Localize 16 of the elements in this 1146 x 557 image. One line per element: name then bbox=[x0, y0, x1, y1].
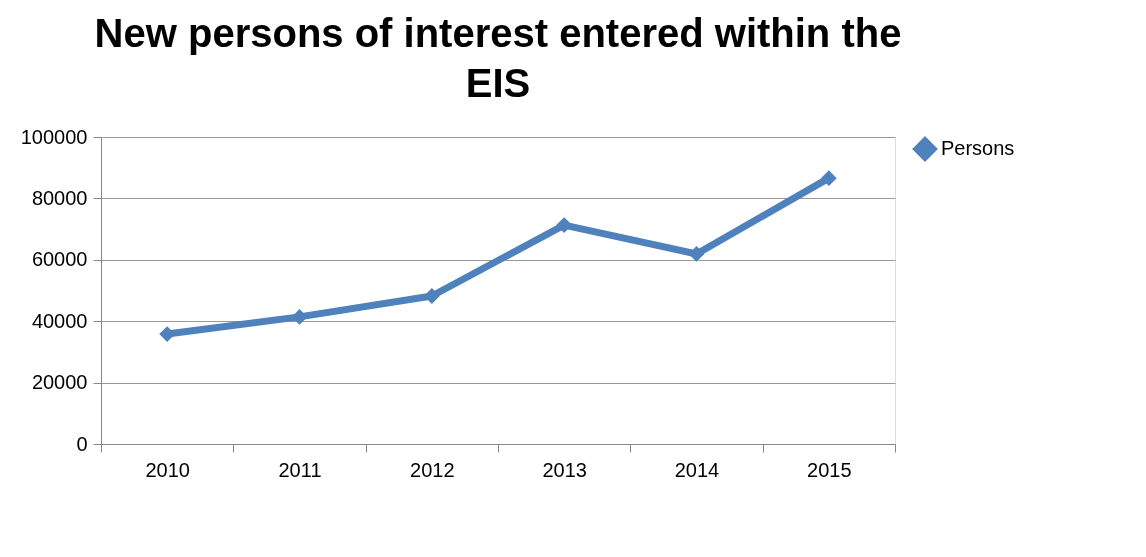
y-tick-label: 100000 bbox=[20, 125, 88, 148]
chart-title: New persons of interest entered within the EIS bbox=[94, 11, 902, 105]
point bbox=[688, 246, 705, 262]
y-tick-label: 0 bbox=[76, 432, 88, 455]
legend-label: Persons bbox=[941, 137, 1015, 159]
y-tick-label: 60000 bbox=[31, 248, 88, 271]
x-tick-label: 2014 bbox=[674, 458, 720, 481]
y-tick-label: 20000 bbox=[31, 371, 88, 394]
y-tick-label: 40000 bbox=[31, 309, 88, 332]
x-tick-label: 2013 bbox=[542, 458, 587, 481]
y-tick-label: 80000 bbox=[31, 186, 88, 209]
x-tick-label: 2010 bbox=[145, 458, 190, 481]
point bbox=[820, 170, 837, 187]
x-tick-label: 2015 bbox=[807, 458, 852, 481]
x-tick-label: 2011 bbox=[278, 458, 322, 481]
x-tick-label: 2012 bbox=[410, 458, 455, 481]
